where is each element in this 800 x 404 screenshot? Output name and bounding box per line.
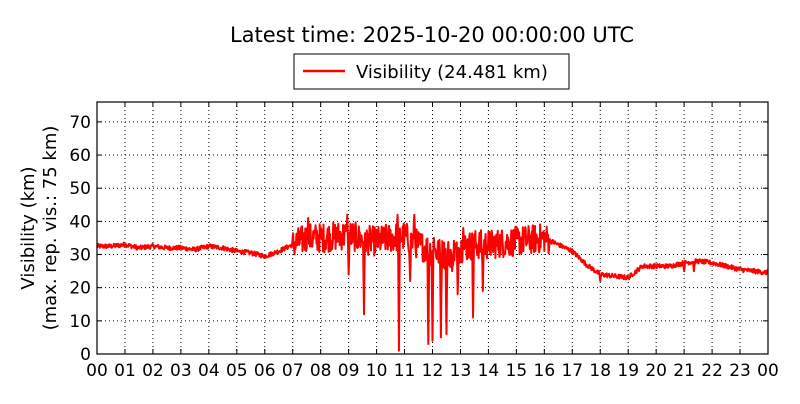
x-tick-label: 12: [422, 361, 444, 381]
y-tick-label: 20: [69, 279, 91, 299]
chart-title: Latest time: 2025-10-20 00:00:00 UTC: [230, 23, 634, 47]
y-axis-label-line2: (max. rep. vis.: 75 km): [40, 126, 61, 331]
x-tick-label: 21: [673, 361, 695, 381]
legend: Visibility (24.481 km): [293, 53, 570, 90]
axis-ticks: 00 01 02 03 04 05 06 07 08 09 10 11 12 13 14 15 16 17 18 19…: [69, 102, 779, 381]
y-tick-label: 10: [69, 312, 91, 332]
x-tick-label: 19: [617, 361, 639, 381]
x-tick-label: 09: [338, 361, 360, 381]
x-tick-label: 10: [366, 361, 388, 381]
x-tick-label: 04: [198, 361, 220, 381]
x-tick-label: 22: [701, 361, 723, 381]
y-axis-label-line1: Visibility (km): [18, 166, 39, 289]
x-tick-label: 18: [589, 361, 611, 381]
y-tick-label: 50: [69, 179, 91, 199]
x-tick-label: 06: [254, 361, 276, 381]
x-tick-label: 02: [142, 361, 164, 381]
x-tick-label: 17: [561, 361, 583, 381]
x-tick-label: 23: [729, 361, 751, 381]
x-tick-label: 20: [645, 361, 667, 381]
y-tick-label: 70: [69, 113, 91, 133]
x-tick-label: 07: [282, 361, 304, 381]
series-line: [96, 213, 769, 352]
x-tick-label: 11: [394, 361, 416, 381]
x-tick-label: 03: [170, 361, 192, 381]
x-tick-label: 01: [114, 361, 136, 381]
series-visibility: [96, 213, 769, 352]
x-tick-label: 00: [757, 361, 779, 381]
x-tick-label: 05: [226, 361, 248, 381]
x-tick-label: 16: [534, 361, 556, 381]
x-tick-label: 08: [310, 361, 332, 381]
legend-label: Visibility (24.481 km): [356, 62, 548, 83]
y-tick-label: 60: [69, 146, 91, 166]
x-tick-label: 13: [450, 361, 472, 381]
x-tick-label: 00: [86, 361, 108, 381]
y-tick-label: 0: [80, 345, 91, 365]
x-tick-label: 14: [478, 361, 500, 381]
x-tick-label: 15: [506, 361, 528, 381]
y-tick-label: 40: [69, 212, 91, 232]
y-axis-label: Visibility (km) (max. rep. vis.: 75 km): [18, 126, 61, 331]
y-tick-label: 30: [69, 246, 91, 266]
